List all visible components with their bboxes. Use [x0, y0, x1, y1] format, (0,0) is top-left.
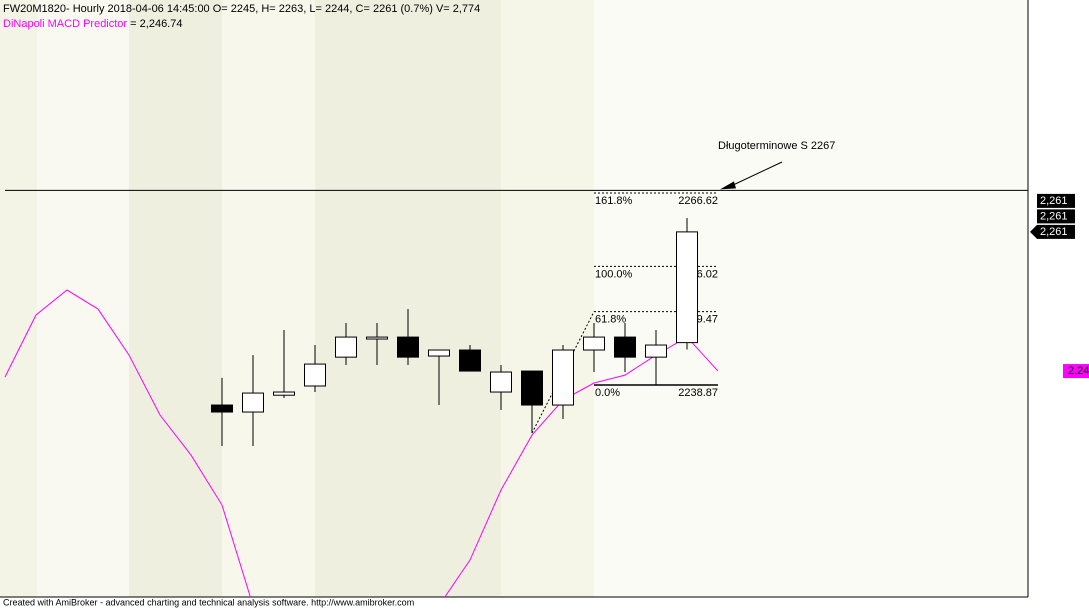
indicator-value: 2,246.74: [140, 18, 183, 30]
price-pointer: [1030, 224, 1037, 239]
fib-ratio: 0.0%: [595, 387, 620, 399]
candle-body: [211, 404, 233, 413]
band: [222, 0, 315, 597]
band: [501, 0, 594, 597]
candle-body: [459, 349, 481, 372]
candle-body: [614, 336, 636, 358]
price-label: 2,261: [1040, 210, 1068, 222]
band: [37, 0, 129, 597]
fib-value: 2238.87: [678, 387, 718, 399]
price-label-box: [1037, 224, 1075, 239]
separator: =: [130, 18, 136, 30]
price-label-box: [1037, 209, 1075, 224]
indicator-label: 2,240.89: [1068, 365, 1089, 377]
arrow: [725, 161, 783, 189]
price-label: 2,261: [1040, 226, 1068, 238]
candle-body: [521, 370, 543, 406]
indicator-legend: DiNapoli MACD Predictor = 2,246.74: [3, 18, 182, 30]
footer: Created with AmiBroker - advanced charti…: [3, 597, 414, 607]
band: [129, 0, 222, 597]
candle-body: [676, 231, 698, 344]
price-label-box: [1037, 193, 1075, 208]
fib-ratio: 61.8%: [595, 314, 626, 326]
candle-body: [335, 336, 357, 358]
candle-body: [273, 391, 295, 396]
band: [0, 0, 37, 597]
candle-body: [490, 371, 512, 393]
candle-body: [552, 349, 574, 406]
candle-body: [645, 344, 667, 358]
indicator-name: DiNapoli MACD Predictor: [3, 18, 127, 30]
arrow-head: [720, 181, 736, 190]
indicator-line: [4, 289, 719, 597]
fib-ratio: 100.0%: [595, 268, 633, 280]
candle-body: [304, 363, 326, 387]
chart-title: FW20M1820- Hourly 2018-04-06 14:45:00 O=…: [3, 3, 480, 15]
candle-body: [428, 349, 450, 357]
fib-value: 2266.62: [678, 195, 718, 207]
candle-body: [366, 336, 388, 340]
candle-body: [583, 336, 605, 351]
annotation: Długoterminowe S 2267: [718, 140, 835, 152]
background-bands: [0, 0, 594, 597]
price-label: 2,261: [1040, 195, 1068, 207]
indicator-label-box: [1063, 364, 1089, 379]
candle-body: [397, 336, 419, 358]
candle-body: [242, 392, 264, 413]
plot: Długoterminowe S 2267 161.8% 2266.62 100.0%…: [4, 140, 1028, 597]
fib-ratio: 161.8%: [595, 195, 633, 207]
band: [315, 0, 501, 597]
